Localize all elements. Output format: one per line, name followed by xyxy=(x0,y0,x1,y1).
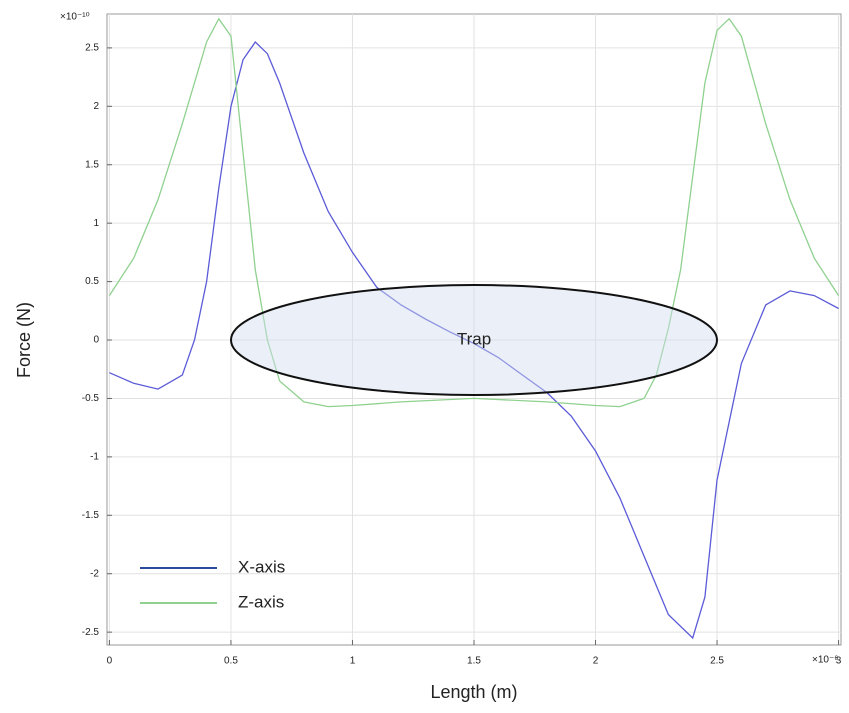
annotation: Trap xyxy=(457,330,491,349)
y-tick-label: -2 xyxy=(90,568,99,579)
series-line xyxy=(109,41,839,640)
y-tick-label: -2.5 xyxy=(82,627,100,638)
y-tick-label: 1 xyxy=(93,218,99,229)
y-tick-label: 0.5 xyxy=(85,276,99,287)
x-tick-label: 3 xyxy=(836,656,842,667)
x-tick-label: 2 xyxy=(593,656,599,667)
trap-ellipse xyxy=(230,284,718,397)
y-tick-label: 2 xyxy=(93,101,99,112)
x-multiplier: ×10⁻⁶ xyxy=(812,655,838,666)
x-tick-label: 0.5 xyxy=(224,656,238,667)
series-line xyxy=(108,17,840,408)
y-tick-label: -1 xyxy=(90,452,99,463)
x-axis-title: Length (m) xyxy=(430,682,517,702)
y-multiplier: ×10⁻¹⁰ xyxy=(60,12,90,23)
x-tick-label: 2.5 xyxy=(710,656,724,667)
y-tick-label: 0 xyxy=(93,335,99,346)
y-axis-title: Force (N) xyxy=(14,302,34,378)
y-tick-label: -0.5 xyxy=(82,393,100,404)
y-tick-label: 1.5 xyxy=(85,159,99,170)
y-tick-label: -1.5 xyxy=(82,510,100,521)
legend-label: Z-axis xyxy=(238,592,284,611)
y-tick-label: 2.5 xyxy=(85,43,99,54)
x-tick-label: 1 xyxy=(350,656,356,667)
x-tick-label: 0 xyxy=(107,656,113,667)
legend-label: X-axis xyxy=(238,557,285,576)
x-tick-label: 1.5 xyxy=(467,656,481,667)
